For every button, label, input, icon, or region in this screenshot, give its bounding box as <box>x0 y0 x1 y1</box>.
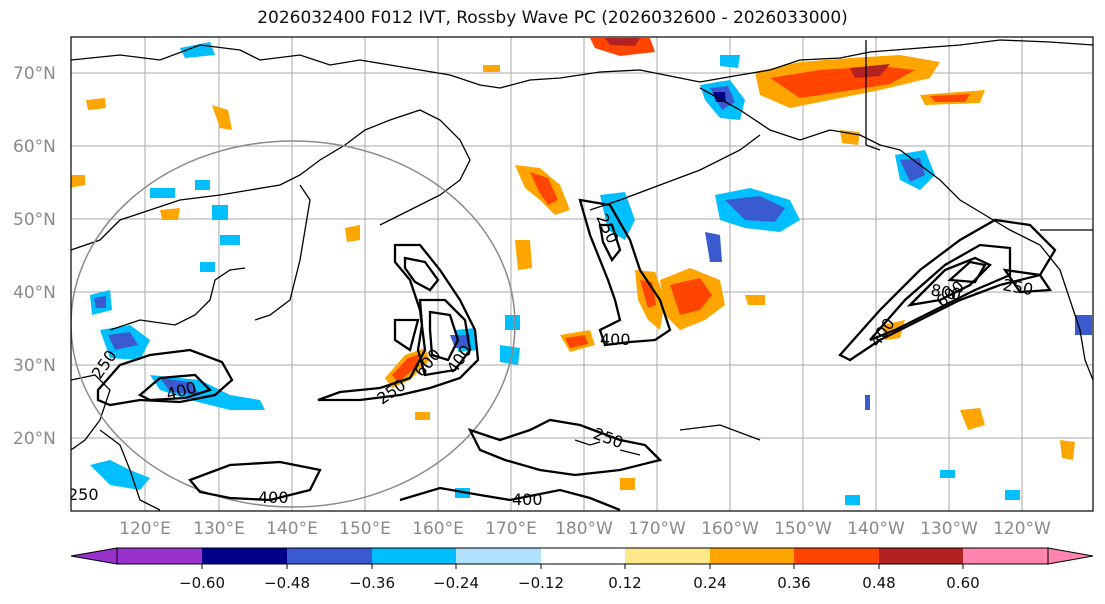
lon-label: 120°E <box>119 519 171 539</box>
colorbar-tick-label: −0.24 <box>433 574 479 592</box>
contour-label: 400 <box>258 488 289 507</box>
lon-label: 170°E <box>485 519 537 539</box>
lon-label: 120°W <box>993 519 1051 539</box>
colorbar-swatch <box>879 548 963 564</box>
lat-label: 60°N <box>13 137 56 157</box>
region-circle <box>71 140 516 508</box>
colorbar-extend-max <box>1047 547 1094 565</box>
colorbar-swatch <box>710 548 794 564</box>
lat-label: 40°N <box>13 283 56 303</box>
colorbar-tick-label: 0.60 <box>946 574 979 592</box>
coastlines <box>71 39 1093 511</box>
plot-frame <box>70 36 1094 512</box>
lon-label: 160°E <box>412 519 464 539</box>
lat-label: 50°N <box>13 210 56 230</box>
lon-label: 160°W <box>701 519 759 539</box>
lon-label: 140°E <box>266 519 318 539</box>
colorbar-tick-label: 0.48 <box>862 574 895 592</box>
map-title: 2026032400 F012 IVT, Rossby Wave PC (202… <box>257 8 848 28</box>
longitude-labels: 120°E 130°E 140°E 150°E 160°E 170°E 180°… <box>119 519 1051 539</box>
lon-label: 150°E <box>339 519 391 539</box>
colorbar-tick-label: −0.36 <box>349 574 395 592</box>
lon-label: 180°W <box>555 519 613 539</box>
colorbar-frame <box>116 547 1049 565</box>
lat-label: 30°N <box>13 356 56 376</box>
colorbar-swatch <box>794 548 879 564</box>
colorbar-swatch <box>372 548 456 564</box>
colorbar-swatch <box>117 548 202 564</box>
colorbar-swatch <box>541 548 625 564</box>
latitude-labels: 70°N 60°N 50°N 40°N 30°N 20°N <box>13 64 56 449</box>
colorbar-swatch <box>963 548 1048 564</box>
lon-label: 170°W <box>628 519 686 539</box>
plot-area <box>71 37 1093 511</box>
colorbar-swatch <box>287 548 372 564</box>
lon-label: 130°E <box>193 519 245 539</box>
colorbar-tick-label: −0.12 <box>518 574 564 592</box>
contour-label: 400 <box>600 330 631 349</box>
colorbar-tick-label: 0.24 <box>693 574 726 592</box>
colorbar-tick-label: −0.60 <box>179 574 225 592</box>
lon-label: 140°W <box>847 519 905 539</box>
colorbar-swatch <box>625 548 710 564</box>
colorbar-swatch <box>456 548 541 564</box>
gridlines <box>71 37 1093 511</box>
contour-label: 400 <box>512 490 543 509</box>
contour-label: 250 <box>68 485 99 504</box>
negative-ivt-shading <box>90 42 1092 505</box>
colorbar-tick-label: 0.12 <box>608 574 641 592</box>
lon-label: 130°W <box>920 519 978 539</box>
lat-label: 20°N <box>13 429 56 449</box>
colorbar-tick-label: 0.36 <box>777 574 810 592</box>
lat-label: 70°N <box>13 64 56 84</box>
colorbar: −0.60 −0.48 −0.36 −0.24 −0.12 0.12 0.24 … <box>70 547 1094 592</box>
colorbar-extend-min <box>70 547 118 565</box>
colorbar-swatch <box>202 548 287 564</box>
colorbar-tick-label: −0.48 <box>264 574 310 592</box>
rossby-contours <box>96 198 1057 511</box>
lon-label: 150°W <box>774 519 832 539</box>
